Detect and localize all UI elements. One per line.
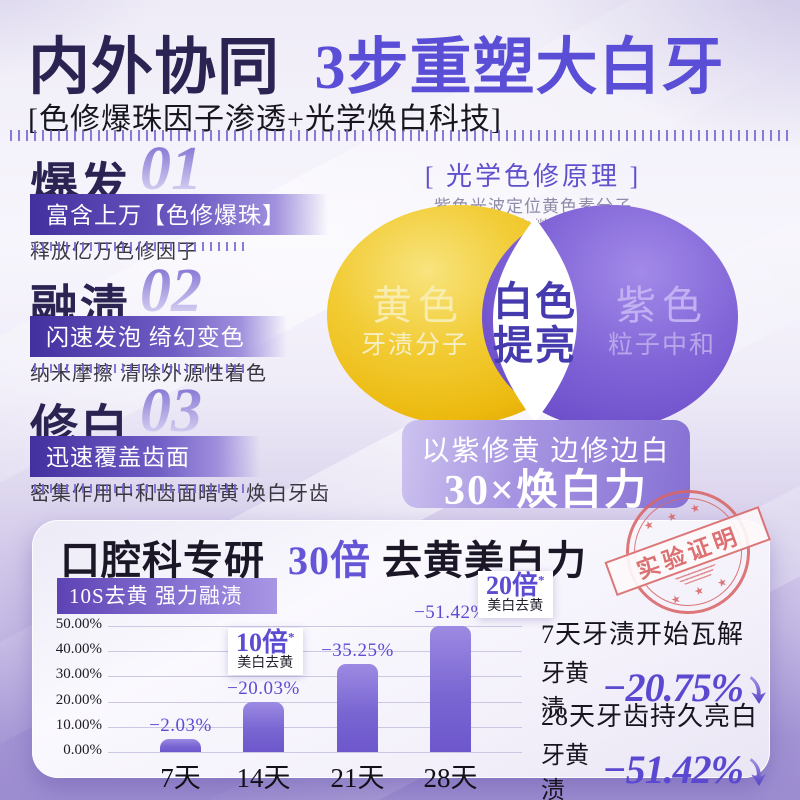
- card-badge: 10S去黄 强力融渍: [57, 578, 277, 614]
- band-line-1: 以紫修黄 边修边白: [421, 436, 671, 467]
- whitening-power-band: 以紫修黄 边修边白 30×焕白力: [402, 420, 690, 512]
- multiplier-badge-20x: 20倍* 美白去黄: [478, 571, 553, 618]
- step-2-number: 02: [140, 257, 203, 325]
- multiplier-badge-10x: 10倍* 美白去黄: [228, 628, 303, 675]
- badge10-sub: 美白去黄: [237, 656, 294, 672]
- step-2-band: 闪速发泡 绮幻变色: [30, 316, 287, 357]
- step-3: 修白 03 迅速覆盖齿面 密集作用中和齿面暗黄 焕白牙齿: [30, 380, 360, 506]
- result-28day-value: −51.42%: [602, 747, 744, 792]
- title-dark: 内外协同: [28, 34, 281, 102]
- badge10-value: 10倍*: [236, 628, 295, 657]
- title-purple: 3步重塑大白牙: [314, 34, 725, 102]
- venn-white-line1: 白色: [493, 279, 577, 324]
- venn-yellow-sub: 牙渍分子: [360, 332, 469, 359]
- badge20-value: 20倍*: [486, 571, 545, 600]
- ruler-ticks: [34, 484, 246, 493]
- page-title: 内外协同 3步重塑大白牙: [28, 16, 788, 106]
- result-28day-line: 28天牙齿持久亮白: [541, 702, 759, 731]
- optics-heading: [ 光学色修原理 ]: [424, 162, 642, 191]
- ruler-ticks: [34, 242, 246, 251]
- step-3-number: 03: [140, 377, 203, 445]
- arrow-down-icon: [749, 758, 766, 786]
- step-1: 爆发 01 富含上万【色修爆珠】 释放亿万色修因子: [30, 138, 360, 264]
- venn-white-line2: 提亮: [493, 323, 577, 368]
- venn-white-label: 白色 提亮: [478, 280, 592, 368]
- step-3-band: 迅速覆盖齿面: [30, 436, 260, 477]
- step-1-number: 01: [140, 135, 203, 203]
- result-28day: 28天牙齿持久亮白 牙黄渍 −51.42%: [541, 696, 769, 800]
- ruler-ticks: [10, 130, 790, 141]
- venn-yellow-title: 黄色: [372, 283, 464, 328]
- venn-purple-sub: 粒子中和: [607, 332, 716, 359]
- step-2: 融渍 02 闪速发泡 绮幻变色 纳米摩擦 清除外源性着色: [30, 260, 360, 386]
- card-title-purple: 30倍: [288, 538, 371, 583]
- result-28day-row: 牙黄渍 −51.42%: [541, 735, 769, 800]
- card-title-dark: 口腔科专研: [60, 538, 265, 583]
- result-28day-prefix: 牙黄渍: [541, 743, 589, 800]
- venn-purple-title: 紫色: [616, 283, 708, 328]
- step-1-band: 富含上万【色修爆珠】: [30, 194, 328, 235]
- badge20-sub: 美白去黄: [487, 599, 544, 615]
- ruler-ticks: [34, 364, 246, 373]
